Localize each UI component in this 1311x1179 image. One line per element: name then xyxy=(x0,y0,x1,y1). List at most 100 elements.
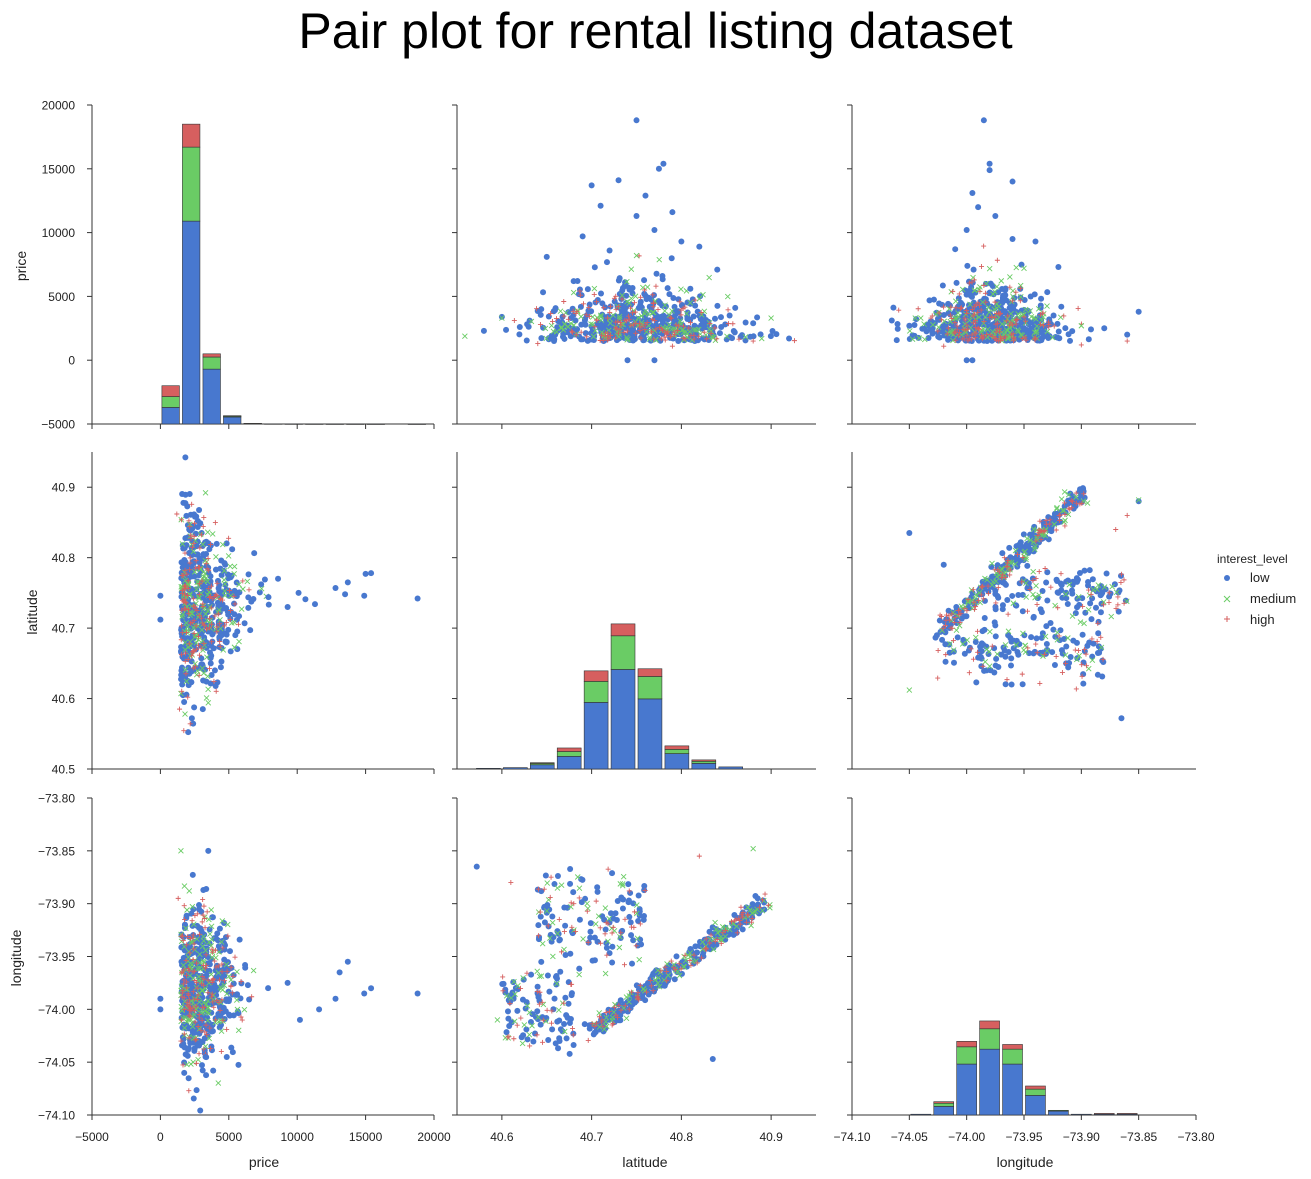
point-low xyxy=(473,863,480,870)
cloud-point-high xyxy=(186,1001,192,1007)
cloud-point-low xyxy=(582,895,589,902)
cloud-point-medium xyxy=(994,573,1000,580)
cloud-point-high xyxy=(632,309,638,315)
cloud-point-high xyxy=(534,1032,540,1038)
cloud-point-high xyxy=(231,593,237,599)
cloud-point-medium xyxy=(189,961,195,968)
cloud-point-high xyxy=(948,625,954,631)
cloud-point-medium xyxy=(1058,496,1065,502)
cloud-point-high xyxy=(725,321,731,327)
cloud-point-high xyxy=(610,924,616,930)
point-low xyxy=(361,990,368,997)
cloud-point-medium xyxy=(1033,316,1039,322)
cloud-point-high xyxy=(213,592,219,598)
cloud-point-high xyxy=(745,912,751,918)
cloud-point-high xyxy=(1000,572,1006,578)
cloud-point-low xyxy=(187,564,194,571)
cloud-point-high xyxy=(222,978,228,984)
cloud-point-medium xyxy=(693,327,699,333)
cloud-point-high xyxy=(739,912,745,918)
cloud-point-low xyxy=(637,298,644,305)
cloud-point-high xyxy=(994,326,1000,332)
cloud-point-low xyxy=(619,285,626,292)
cloud-point-high xyxy=(658,968,664,974)
y-tick-label: −73.80 xyxy=(38,792,75,806)
cloud-point-high xyxy=(540,1039,546,1045)
y-tick-label: 5000 xyxy=(48,290,75,304)
point-low xyxy=(963,227,970,234)
cloud-point-high xyxy=(642,322,648,328)
y-tick-label: −73.95 xyxy=(38,950,75,964)
cloud-point-medium xyxy=(1017,282,1024,289)
cloud-point-low xyxy=(644,979,651,986)
cloud-point-high xyxy=(975,309,981,315)
cloud-point-high xyxy=(204,909,210,915)
cloud-point-medium xyxy=(1095,582,1102,588)
cloud-point-medium xyxy=(234,1006,241,1013)
cloud-point-high xyxy=(972,335,978,341)
cloud-point-high xyxy=(550,319,556,325)
cloud-point-high xyxy=(607,1009,613,1015)
legend: interest_level low medium high xyxy=(1217,552,1296,627)
cloud-point-low xyxy=(562,922,569,929)
cloud-point-low xyxy=(991,669,998,676)
cloud-point-high xyxy=(743,919,749,925)
cloud-point-low xyxy=(637,936,644,943)
cloud-point-medium xyxy=(186,888,193,894)
cloud-point-high xyxy=(1089,636,1095,642)
cloud-point-medium xyxy=(623,1015,630,1022)
cloud-point-high xyxy=(217,1007,223,1013)
cloud-point-low xyxy=(567,865,574,872)
cloud-point-high xyxy=(1081,647,1087,653)
cloud-point-low xyxy=(225,626,232,633)
cloud-point-low xyxy=(717,314,724,321)
cloud-point-low xyxy=(516,331,523,338)
point-medium xyxy=(202,490,209,496)
cloud-point-high xyxy=(965,338,971,344)
cloud-point-medium xyxy=(998,278,1005,284)
cloud-point-low xyxy=(217,565,224,572)
cloud-point-medium xyxy=(191,946,198,953)
bar-low xyxy=(637,698,663,770)
cloud-point-low xyxy=(606,950,613,957)
series-medium xyxy=(499,252,774,321)
point-low xyxy=(275,575,282,582)
cloud-point-high xyxy=(514,1022,520,1028)
cloud-point-medium xyxy=(194,936,200,942)
cloud-point-high xyxy=(209,639,215,645)
cloud-point-medium xyxy=(219,918,226,924)
cloud-point-high xyxy=(734,930,740,936)
x-tick-label: −74.00 xyxy=(948,1130,985,1144)
cloud-point-high xyxy=(180,572,186,578)
cloud-point-low xyxy=(222,638,229,645)
cloud-point-medium xyxy=(626,300,633,306)
cloud-point-low xyxy=(584,286,591,293)
bar-medium xyxy=(933,1102,954,1107)
point-low xyxy=(295,589,302,596)
cloud-point-medium xyxy=(217,984,224,991)
cloud-point-medium xyxy=(558,882,565,888)
cloud-point-low xyxy=(1044,569,1051,576)
cloud-point-high xyxy=(649,329,655,335)
cloud-point-low xyxy=(1038,295,1045,302)
cloud-point-low xyxy=(939,636,946,643)
point-medium xyxy=(494,1017,501,1023)
cloud-point-low xyxy=(967,289,974,296)
cloud-point-high xyxy=(980,596,986,602)
cloud-point-medium xyxy=(994,651,1001,657)
cloud-point-medium xyxy=(189,610,196,617)
cloud-point-high xyxy=(201,515,207,521)
cloud-point-high xyxy=(209,991,215,997)
cloud-point-high xyxy=(570,1025,576,1031)
cloud-point-low xyxy=(893,337,900,344)
cloud-point-low xyxy=(1055,328,1062,335)
point-high xyxy=(1078,342,1084,348)
cloud-point-medium xyxy=(645,311,652,317)
cloud-point-high xyxy=(189,544,195,550)
cloud-point-high xyxy=(600,337,606,343)
cloud-point-high xyxy=(619,296,625,302)
cloud-point-low xyxy=(207,680,214,687)
bar-low xyxy=(910,1113,932,1116)
cloud-point-high xyxy=(630,310,636,316)
cloud-point-medium xyxy=(233,997,240,1003)
